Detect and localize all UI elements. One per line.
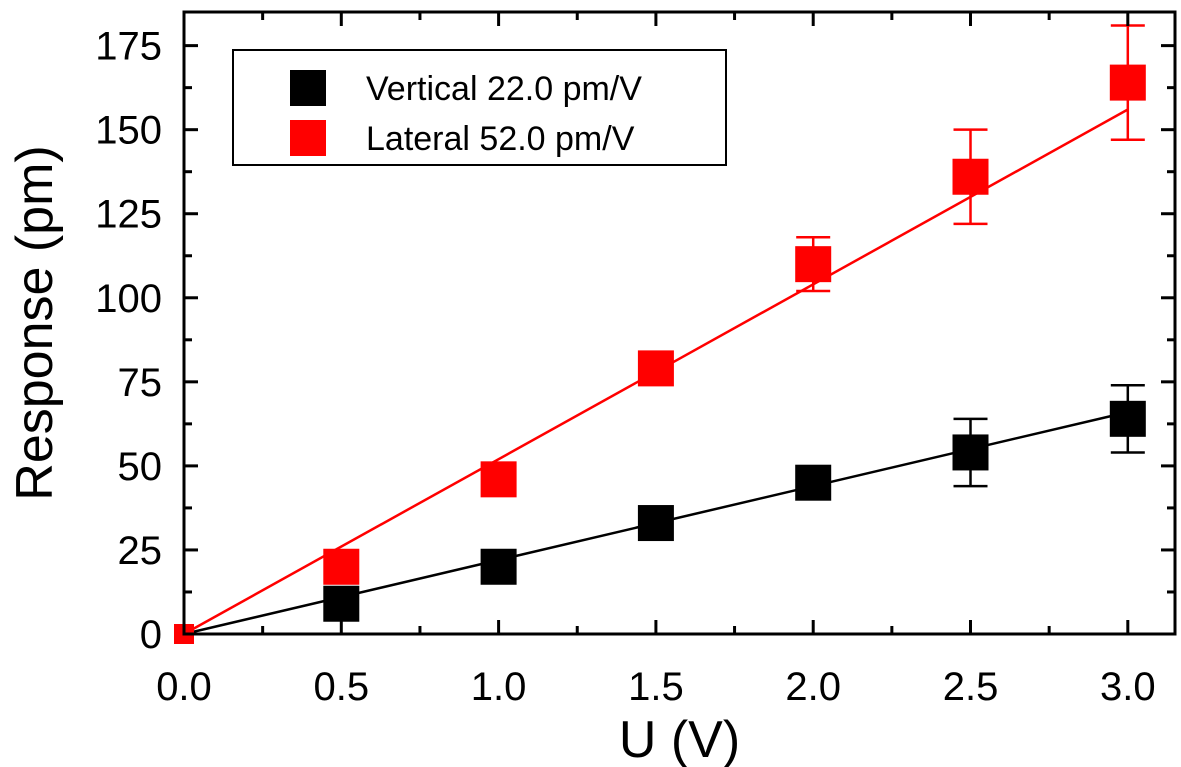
y-tick-label-5: 125	[95, 193, 162, 237]
x-tick-label-1: 0.5	[313, 665, 369, 709]
legend-marker-0	[290, 70, 326, 106]
data-point-series-0-5	[952, 434, 989, 471]
x-tick-label-5: 2.5	[943, 665, 999, 709]
x-tick-label-3: 1.5	[628, 665, 684, 709]
x-tick-label-0: 0.0	[156, 665, 212, 709]
y-axis-title: Response (pm)	[6, 145, 64, 500]
legend-label-1: Lateral 52.0 pm/V	[366, 120, 635, 158]
y-tick-label-6: 150	[95, 109, 162, 153]
y-tick-label-1: 25	[118, 529, 163, 573]
x-tick-label-6: 3.0	[1100, 665, 1156, 709]
axes: 0.0 0.5 1.0 1.5 2.0 2.5 3.0 0 25 50 75 100 125 150 175…	[6, 10, 1177, 767]
data-point-series-1-3	[637, 350, 674, 387]
y-tick-label-3: 75	[118, 361, 163, 405]
y-tick-label-0: 0	[140, 613, 162, 657]
x-tick-label-4: 2.0	[785, 665, 841, 709]
data-point-series-1-6	[1109, 64, 1146, 101]
data-point-series-0-6	[1109, 400, 1146, 437]
data-point-series-0-3	[637, 505, 674, 542]
data-point-series-1-4	[795, 246, 832, 283]
data-point-series-0-1	[323, 585, 360, 622]
y-tick-label-7: 175	[95, 25, 162, 69]
x-tick-label-2: 1.0	[471, 665, 527, 709]
data-point-series-1-2	[480, 461, 517, 498]
data-point-series-1-5	[952, 158, 989, 195]
y-tick-label-2: 50	[118, 445, 163, 489]
data-point-series-0-2	[480, 548, 517, 585]
x-axis-title: U (V)	[619, 711, 740, 767]
legend: Vertical 22.0 pm/V Lateral 52.0 pm/V	[232, 49, 727, 166]
data-point-series-0-4	[795, 464, 832, 501]
y-tick-label-4: 100	[95, 277, 162, 321]
plot-frame	[182, 10, 1177, 636]
legend-marker-1	[290, 120, 326, 156]
plot-area	[174, 24, 1146, 644]
legend-label-0: Vertical 22.0 pm/V	[366, 70, 642, 108]
data-point-series-1-1	[323, 548, 360, 585]
